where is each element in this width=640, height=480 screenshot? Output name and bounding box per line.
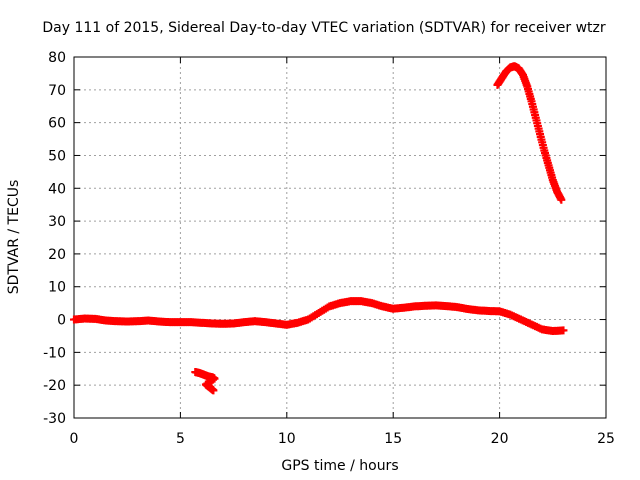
y-tick-label: -10 xyxy=(43,345,66,361)
chart-title: Day 111 of 2015, Sidereal Day-to-day VTE… xyxy=(42,20,606,36)
x-axis-label: GPS time / hours xyxy=(281,458,398,474)
y-tick-label: 40 xyxy=(48,181,66,197)
data-point xyxy=(559,326,568,335)
data-point xyxy=(557,195,566,204)
x-tick-label: 10 xyxy=(278,431,296,447)
x-tick-label: 25 xyxy=(597,431,615,447)
x-tick-label: 15 xyxy=(384,431,402,447)
series-main xyxy=(70,297,568,336)
y-axis-label: SDTVAR / TECUs xyxy=(6,180,22,295)
axis-ticks: 0 5 10 15 20 25 -30 -20 -10 0 10 20 30 40 50 60 70 80 xyxy=(43,50,615,447)
data-points xyxy=(70,62,568,395)
y-tick-label: 60 xyxy=(48,116,66,132)
data-point xyxy=(209,386,218,395)
plot-frame xyxy=(73,56,607,419)
x-tick-label: 5 xyxy=(176,431,185,447)
x-tick-label: 20 xyxy=(491,431,509,447)
y-tick-label: -20 xyxy=(43,378,66,394)
y-tick-label: 0 xyxy=(57,313,66,329)
y-tick-label: 20 xyxy=(48,247,66,263)
y-tick-label: 80 xyxy=(48,50,66,66)
y-tick-label: 30 xyxy=(48,214,66,230)
y-tick-label: 50 xyxy=(48,148,66,164)
gridlines xyxy=(74,57,606,418)
series-dip-segment xyxy=(191,368,219,395)
y-tick-label: 10 xyxy=(48,280,66,296)
series-late-arc xyxy=(493,62,566,204)
y-tick-label: 70 xyxy=(48,83,66,99)
y-tick-label: -30 xyxy=(43,411,66,427)
x-tick-label: 0 xyxy=(70,431,79,447)
